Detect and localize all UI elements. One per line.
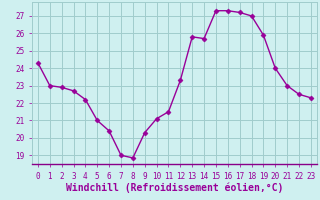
X-axis label: Windchill (Refroidissement éolien,°C): Windchill (Refroidissement éolien,°C) (66, 182, 283, 193)
